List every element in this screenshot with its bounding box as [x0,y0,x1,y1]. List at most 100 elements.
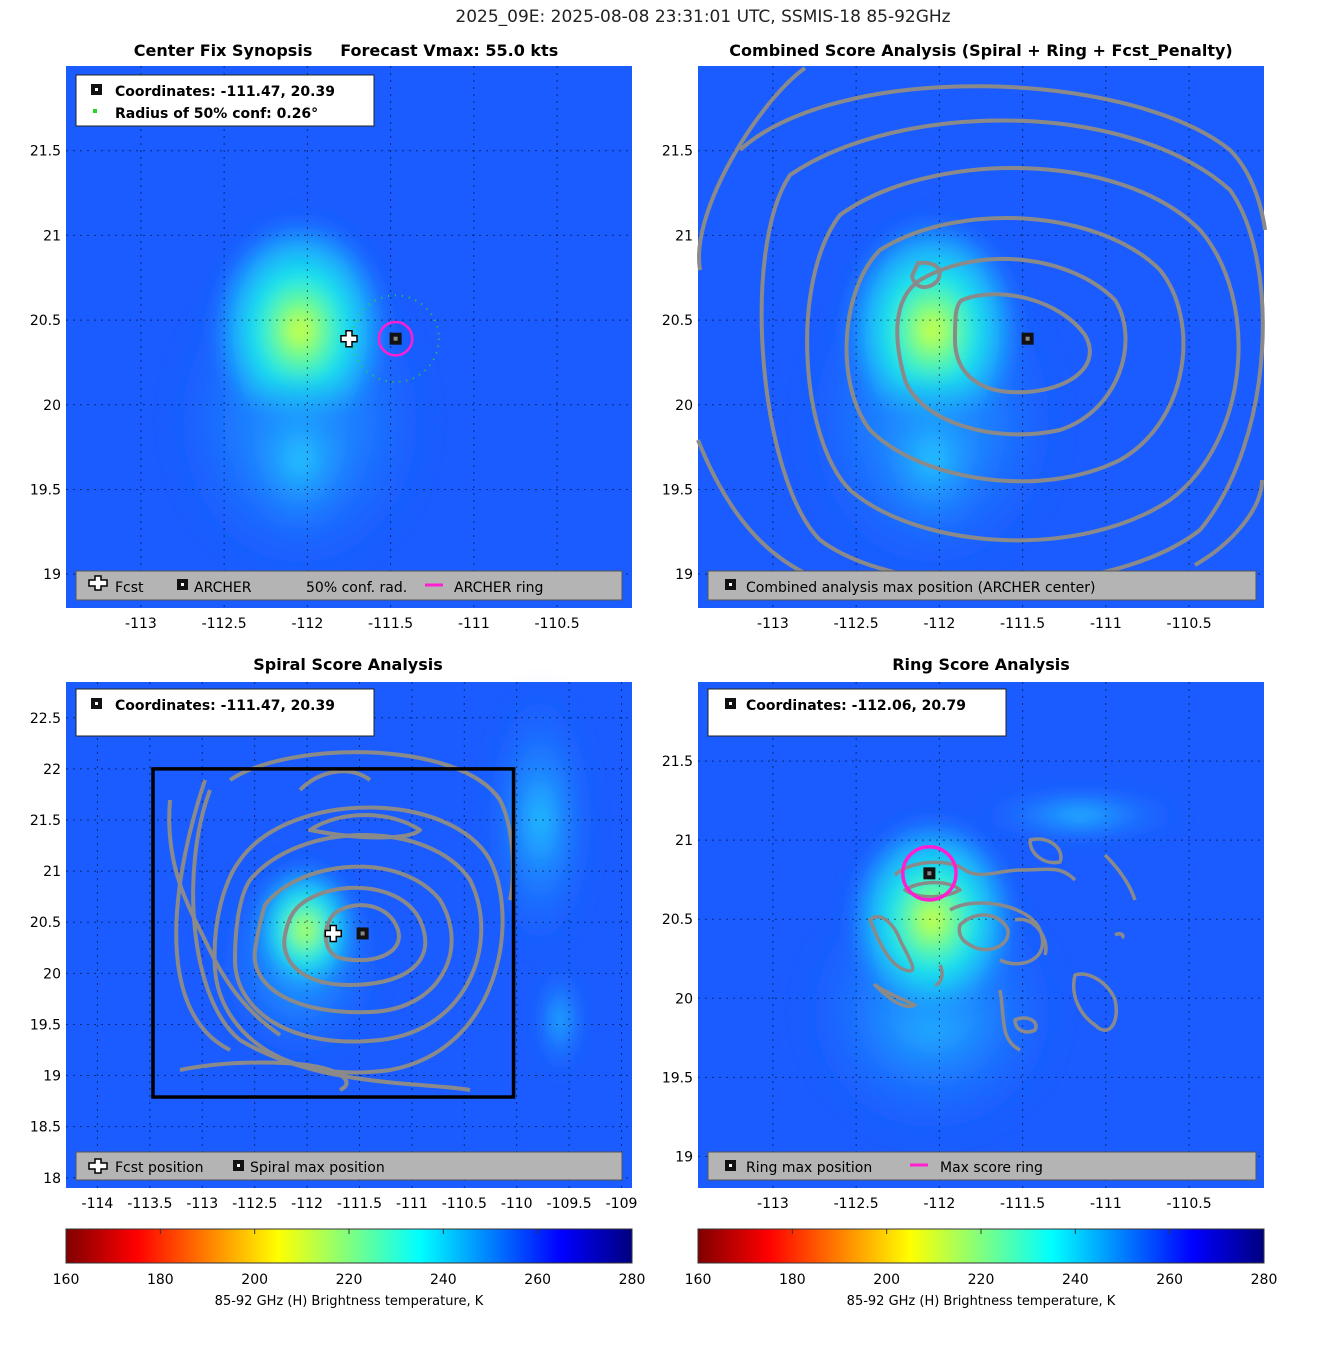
legend-box [707,570,1257,601]
y-tick-label: 19.5 [662,1070,693,1086]
x-tick-label: -112 [291,1196,323,1212]
colorbar-tick-label: 240 [1062,1272,1089,1288]
y-tick-label: 19.5 [30,482,61,498]
panel-title: Ring Score Analysis [892,655,1070,674]
legend-fcst: Fcst [115,580,144,596]
info-box [75,74,375,127]
colorbar-tick-label: 160 [685,1272,712,1288]
axis-ticks: -113 -112.5 -112 -111.5 -111 -110.5 19 19.5 20 20… [662,144,1212,632]
colorbar-tick-label: 220 [336,1272,363,1288]
colorbar-ticks: 160 180 200 220 240 260 280 [53,1229,646,1288]
marker-square-center [360,931,365,936]
spiral-legend-icon-inner [237,1164,240,1167]
panel-title: Spiral Score Analysis [253,655,443,674]
colorbar-tick-label: 200 [241,1272,268,1288]
axis-ticks: -114 -113.5 -113 -112.5 -112 -111.5 -111 -110.5… [30,711,638,1212]
axis-ticks: -113 -112.5 -112 -111.5 -111 -110.5 19 19.5 20 20… [30,144,580,632]
x-tick-label: -113 [757,616,789,632]
colorbar-ticks: 160 180 200 220 240 260 280 [685,1229,1278,1288]
archer-marker [389,332,402,345]
y-tick-label: 19 [43,1069,61,1085]
x-tick-label: -110 [501,1196,533,1212]
y-tick-label: 20 [43,966,61,982]
x-tick-label: -112.5 [202,616,247,632]
spiral-panel: Spiral Score Analysis -114 -113.5 -113 -112… [30,655,638,1212]
panel-title: Center Fix Synopsis Forecast Vmax: 55.0 … [134,41,558,60]
y-tick-label: 20.5 [30,313,61,329]
x-tick-label: -111 [1090,1196,1122,1212]
center-fix-panel: Center Fix Synopsis Forecast Vmax: 55.0 … [30,41,632,632]
y-tick-label: 21 [675,833,693,849]
ring-panel: Ring Score Analysis -113 -112.5 -112 -111.5… [662,655,1264,1212]
x-tick-label: -112.5 [834,1196,879,1212]
x-tick-label: -110.5 [442,1196,487,1212]
y-tick-label: 20.5 [662,313,693,329]
combined-panel: Combined Score Analysis (Spiral + Ring +… [662,41,1267,632]
search-box [151,767,516,1099]
spiral-contours [167,750,515,1092]
panel-title: Combined Score Analysis (Spiral + Ring +… [729,41,1232,60]
x-tick-label: -110.5 [535,616,580,632]
combined-contours [696,66,1267,586]
colorbar-tick-label: 260 [524,1272,551,1288]
brightness-field [160,210,440,590]
info-box [707,688,1007,737]
y-tick-label: 20 [675,398,693,414]
brightness-field [792,210,1072,590]
coords-marker-icon-inner [729,702,732,705]
x-tick-label: -110.5 [1167,616,1212,632]
y-tick-label: 21.5 [662,754,693,770]
combined-max-marker [1021,332,1034,345]
x-tick-label: -109.5 [547,1196,592,1212]
ring-max-marker [923,867,936,880]
y-tick-label: 21.5 [30,144,61,160]
info-coords: Coordinates: -111.47, 20.39 [115,84,335,100]
combined-legend-icon-inner [729,583,732,586]
y-tick-label: 20 [675,991,693,1007]
y-tick-label: 20 [43,398,61,414]
figure-title: 2025_09E: 2025-08-08 23:31:01 UTC, SSMIS… [455,7,950,27]
colorbar-tick-label: 260 [1156,1272,1183,1288]
x-tick-label: -111.5 [1000,1196,1045,1212]
brightness-field [792,785,1190,1150]
info-coords: Coordinates: -112.06, 20.79 [746,698,966,714]
colorbar-tick-label: 160 [53,1272,80,1288]
fcst-cross [340,329,358,348]
y-tick-label: 20.5 [30,915,61,931]
spiral-max-marker [356,927,369,940]
y-tick-label: 18.5 [30,1120,61,1136]
colorbar-tick-label: 180 [147,1272,174,1288]
y-tick-label: 21 [675,228,693,244]
colorbar-tick-label: 280 [619,1272,646,1288]
x-tick-label: -113 [125,616,157,632]
colorbar-label: 85-92 GHz (H) Brightness temperature, K [847,1294,1116,1309]
y-tick-label: 21.5 [30,813,61,829]
coords-marker-icon-inner [95,88,98,91]
colorbar-left: 160 180 200 220 240 260 280 85-92 GHz (H) Brig… [53,1228,646,1309]
y-tick-label: 19.5 [662,482,693,498]
colorbar-right: 160 180 200 220 240 260 280 85-92 GHz (H) Brig… [685,1228,1278,1309]
grid [698,682,1264,1188]
colorbar-tick-label: 200 [873,1272,900,1288]
legend-archer: ARCHER [194,580,252,596]
coords-marker-icon-inner [95,702,98,705]
y-tick-label: 19 [43,567,61,583]
ring-legend-icon-inner [729,1164,732,1167]
x-tick-label: -112.5 [834,616,879,632]
x-tick-label: -111.5 [337,1196,382,1212]
y-tick-label: 18 [43,1171,61,1187]
colorbar-tick-label: 280 [1251,1272,1278,1288]
legend-max-ring: Max score ring [940,1160,1043,1176]
fcst-marker [340,329,358,348]
legend-ring-max: Ring max position [746,1160,872,1176]
legend-combined: Combined analysis max position (ARCHER c… [746,580,1095,596]
conf-50-radius [351,294,440,383]
colorbar-label: 85-92 GHz (H) Brightness temperature, K [215,1294,484,1309]
y-tick-label: 21 [43,864,61,880]
y-tick-label: 21 [43,228,61,244]
x-tick-label: -110.5 [1167,1196,1212,1212]
ring-contours [868,837,1137,1052]
conf-dot-icon [93,109,97,113]
colorbar-gradient [65,1228,633,1264]
x-tick-label: -112 [923,1196,955,1212]
